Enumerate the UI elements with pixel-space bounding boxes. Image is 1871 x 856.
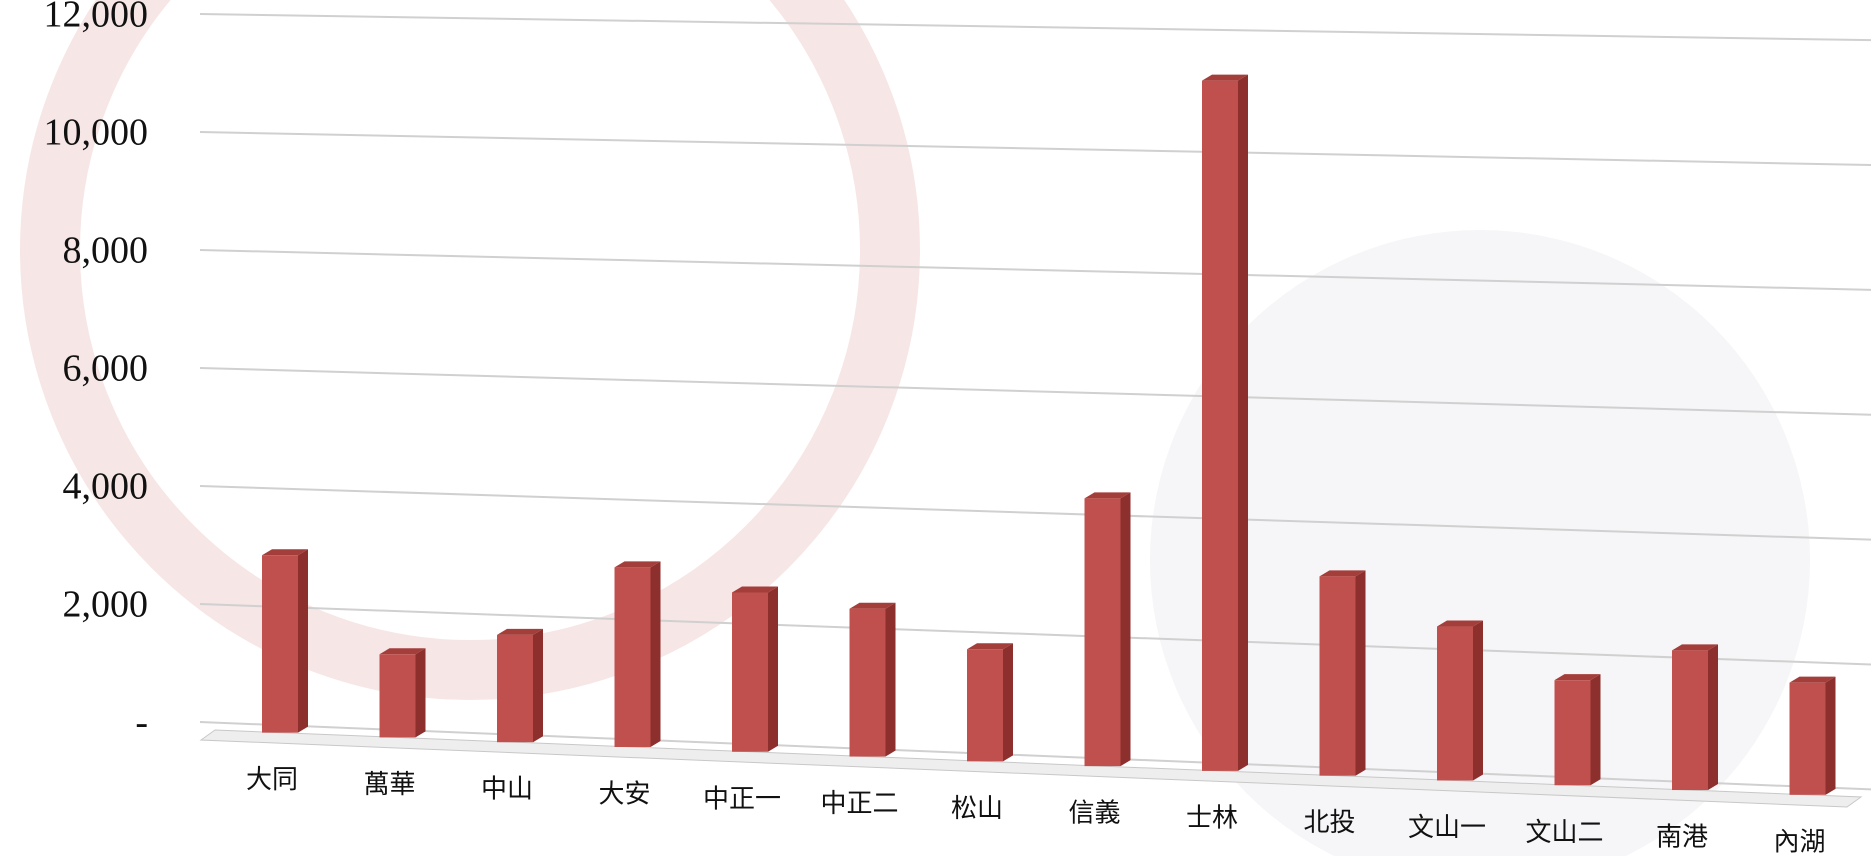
bar-front xyxy=(1319,576,1356,776)
y-tick-label: 8,000 xyxy=(63,230,149,272)
bar-front xyxy=(1554,680,1591,786)
y-tick-label: - xyxy=(135,702,148,744)
bar-top xyxy=(1202,74,1248,81)
bar-top xyxy=(732,586,778,593)
bar-side xyxy=(768,586,778,752)
bar-front xyxy=(379,654,416,738)
y-tick-label: 2,000 xyxy=(63,584,149,626)
x-tick-label: 中正二 xyxy=(820,789,898,819)
bar xyxy=(849,602,896,757)
y-tick-label: 6,000 xyxy=(63,348,149,390)
bar-front xyxy=(1202,80,1238,771)
grid-line xyxy=(199,367,1871,416)
bar-side xyxy=(885,602,896,757)
x-tick-label: 萬華 xyxy=(363,770,415,800)
bar-top xyxy=(497,628,543,635)
bar-side xyxy=(650,561,661,747)
x-tick-label: 北投 xyxy=(1303,808,1355,838)
x-tick-label: 文山二 xyxy=(1525,818,1603,848)
y-tick-label: 10,000 xyxy=(44,112,149,154)
bar-top xyxy=(1789,676,1836,683)
bar-side xyxy=(1708,644,1718,791)
x-tick-label: 中山 xyxy=(481,775,533,805)
bar-top xyxy=(379,648,426,655)
bar-front xyxy=(497,634,533,743)
bar xyxy=(967,643,1013,762)
bar xyxy=(262,549,308,733)
bar-side xyxy=(1238,74,1248,771)
bar xyxy=(1084,492,1131,767)
bar xyxy=(614,561,661,747)
bar-side xyxy=(533,628,543,743)
bar-side xyxy=(415,648,426,738)
bar-top xyxy=(1319,570,1366,577)
bar xyxy=(1437,620,1483,781)
bar xyxy=(1319,570,1366,776)
bar-front xyxy=(262,555,298,733)
bar-front xyxy=(849,608,886,757)
bar-side xyxy=(298,549,308,733)
y-tick-label: 4,000 xyxy=(63,466,149,508)
bar-side xyxy=(1355,570,1366,776)
bar-front xyxy=(732,592,768,752)
bar xyxy=(1789,676,1836,795)
x-tick-label: 文山一 xyxy=(1408,813,1486,843)
grid-line xyxy=(199,13,1871,42)
bar-top xyxy=(967,643,1013,650)
bar xyxy=(1554,674,1601,786)
bar-front xyxy=(1789,682,1826,795)
bar-top xyxy=(262,549,308,556)
bar-top xyxy=(849,602,896,609)
grid-line xyxy=(199,249,1871,291)
bar-side xyxy=(1120,492,1131,767)
bar-side xyxy=(1590,674,1601,786)
bar-front xyxy=(614,567,651,747)
grid-line xyxy=(199,131,1871,167)
bar xyxy=(379,648,426,738)
x-tick-label: 內湖 xyxy=(1773,827,1825,856)
bar xyxy=(732,586,778,752)
bar xyxy=(1672,644,1718,791)
x-tick-label: 信義 xyxy=(1068,799,1120,829)
bar-top xyxy=(1084,492,1131,499)
bar-top xyxy=(1554,674,1601,681)
x-tick-label: 大同 xyxy=(246,765,298,795)
bar-front xyxy=(967,649,1003,762)
x-tick-label: 中正一 xyxy=(703,784,781,814)
bar-top xyxy=(1437,620,1483,627)
bar-side xyxy=(1003,643,1013,762)
bar-front xyxy=(1437,626,1473,781)
x-tick-label: 南港 xyxy=(1656,823,1708,853)
bar xyxy=(497,628,543,743)
bar-front xyxy=(1084,498,1121,767)
x-tick-label: 松山 xyxy=(951,794,1003,824)
bar-front xyxy=(1672,650,1708,791)
floor xyxy=(199,729,1863,808)
x-tick-label: 士林 xyxy=(1186,803,1238,833)
bar-side xyxy=(1825,676,1836,795)
bar xyxy=(1202,74,1248,771)
bar-top xyxy=(1672,644,1718,651)
bar-side xyxy=(1473,620,1483,781)
grid-line xyxy=(199,603,1871,666)
y-tick-label: 12,000 xyxy=(44,0,149,36)
watermark-mascot xyxy=(1150,230,1810,856)
watermark xyxy=(20,0,920,700)
x-tick-label: 大安 xyxy=(598,779,650,809)
grid-line xyxy=(199,485,1871,541)
bar-top xyxy=(614,561,661,568)
